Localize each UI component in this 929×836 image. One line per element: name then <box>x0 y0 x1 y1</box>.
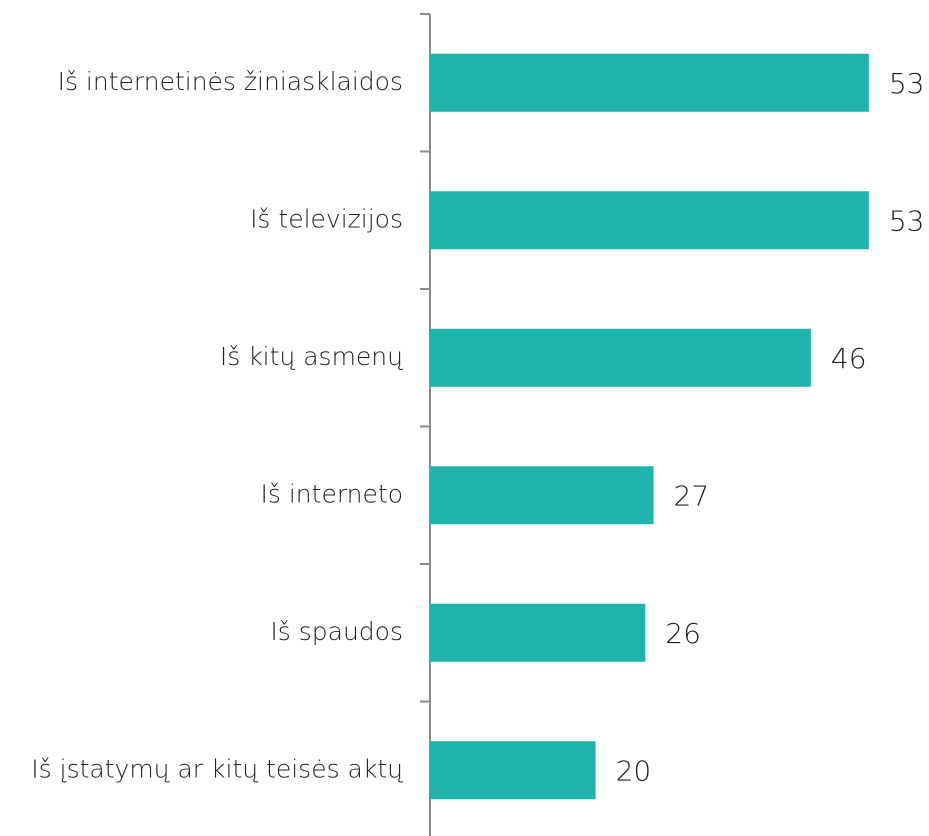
category-label: Iš internetinės žiniasklaidos <box>58 67 403 96</box>
category-label: Iš kitų asmenų <box>220 342 403 371</box>
value-label: 53 <box>889 204 925 237</box>
bar <box>430 466 654 525</box>
value-label: 27 <box>674 479 710 512</box>
bar <box>430 53 869 112</box>
category-label: Iš įstatymų ar kitų teisės aktų <box>31 754 403 783</box>
bar <box>430 191 869 250</box>
bar <box>430 328 811 387</box>
value-label: 26 <box>665 617 701 650</box>
value-label: 20 <box>616 754 652 787</box>
category-label: Iš spaudos <box>270 617 403 646</box>
bar <box>430 603 646 662</box>
bar <box>430 741 596 800</box>
value-label: 46 <box>831 342 867 375</box>
value-label: 53 <box>889 67 925 100</box>
category-label: Iš interneto <box>261 479 403 508</box>
category-label: Iš televizijos <box>250 204 403 233</box>
